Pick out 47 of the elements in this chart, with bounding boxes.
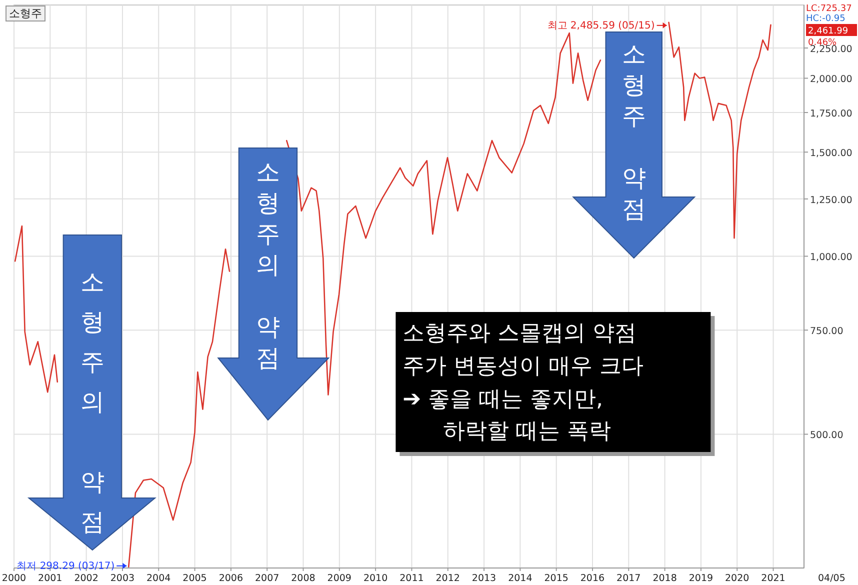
x-tick-label: 2021: [761, 573, 786, 584]
text: 2,461.99: [808, 26, 848, 36]
x-tick-label: 2008: [291, 573, 316, 584]
y-tick-label: 1,250.00: [810, 194, 852, 206]
line-series: [668, 22, 772, 239]
x-tick-label: 2018: [652, 573, 677, 584]
annotation: 하락할 때는 폭락: [443, 419, 612, 444]
annotation: 최저 298.29 (03/17): [16, 560, 115, 572]
y-tick-label: 1,750.00: [810, 108, 852, 120]
text: HC:-0.95: [806, 14, 846, 24]
x-tick-label: 2006: [218, 573, 244, 584]
text: 소형주 약점: [622, 40, 646, 223]
x-tick-label: 2016: [580, 573, 605, 584]
x-tick-label: 2010: [363, 573, 388, 584]
y-tick-label: 2,250.00: [810, 44, 852, 55]
y-tick-label: 1,500.00: [810, 148, 852, 160]
x-tick-label: 2020: [725, 573, 750, 584]
x-tick-label: 2009: [327, 573, 352, 584]
x-tick-label: 2007: [254, 573, 280, 584]
x-tick-label: 2003: [110, 573, 135, 584]
x-tick-label: 2001: [38, 573, 62, 584]
annotation: 소형주와 스몰캡의 약점: [402, 321, 637, 346]
x-tick-label: 2002: [74, 573, 98, 584]
y-tick-label: 500.00: [810, 430, 844, 442]
text: 소형주의 약점: [80, 268, 104, 536]
y-tick-label: 1,000.00: [810, 252, 852, 264]
y-tick-label: 750.00: [810, 326, 844, 338]
x-tick-label: 2017: [616, 573, 641, 584]
x-tick-label: 2015: [544, 573, 568, 584]
text: LC:725.37: [806, 4, 852, 14]
chart-title: 소형주: [9, 7, 42, 20]
x-tick-label: 2014: [508, 573, 532, 584]
line-series: [128, 248, 230, 568]
x-tick-label: 2019: [688, 573, 714, 584]
y-tick-label: 2,000.00: [810, 74, 852, 86]
annotation: 최고 2,485.59 (05/15): [547, 20, 655, 32]
annotation: 주가 변동성이 매우 크다: [402, 354, 644, 379]
x-tick-label: 2011: [400, 573, 424, 584]
annotation: ➔ 좋을 때는 좋지만,: [402, 387, 603, 412]
text: 04/05: [818, 573, 846, 584]
x-tick-label: 2005: [182, 573, 207, 584]
text: 소형주의 약점: [256, 158, 280, 372]
x-tick-label: 2004: [146, 573, 171, 584]
x-tick-label: 2012: [436, 573, 460, 584]
x-tick-label: 2000: [2, 573, 26, 584]
line-series: [14, 225, 58, 393]
x-tick-label: 2013: [472, 573, 496, 584]
